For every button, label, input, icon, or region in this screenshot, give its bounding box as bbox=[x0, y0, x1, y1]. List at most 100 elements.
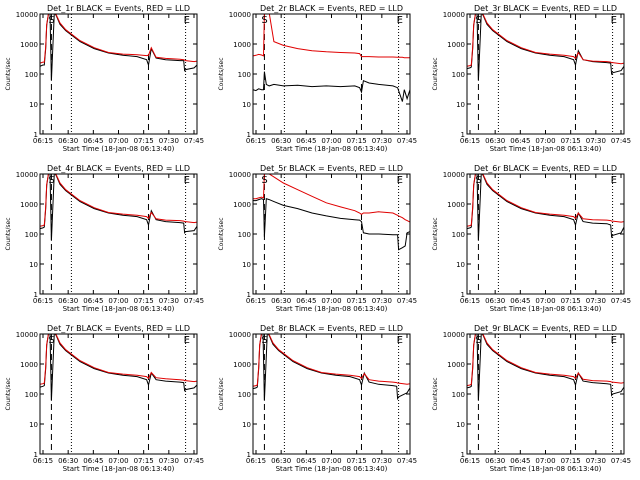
panel-7: Det_7r BLACK = Events, RED = LLD S E 06:15 0… bbox=[5, 324, 204, 473]
y-axis-label: Counts/sec bbox=[5, 217, 12, 250]
panel-title: Det_1r BLACK = Events, RED = LLD bbox=[47, 4, 190, 13]
x-tick-label: 07:45 bbox=[184, 137, 204, 145]
x-axis-label: Start Time (18-Jan-08 06:13:40) bbox=[63, 465, 175, 473]
start-marker-label: S bbox=[261, 175, 267, 186]
series-lld bbox=[40, 334, 197, 385]
y-tick-label: 1 bbox=[34, 291, 38, 299]
end-marker-label: E bbox=[184, 15, 190, 26]
y-axis-label: Counts/sec bbox=[218, 57, 225, 90]
y-tick-label: 1000 bbox=[233, 361, 251, 369]
x-tick-label: 07:15 bbox=[134, 297, 154, 305]
x-tick-label: 06:45 bbox=[296, 297, 316, 305]
panel-8: Det_8r BLACK = Events, RED = LLD S E 06:15 0… bbox=[218, 324, 417, 473]
x-tick-label: 06:45 bbox=[296, 457, 316, 465]
y-tick-label: 100 bbox=[452, 71, 465, 79]
x-tick-label: 07:00 bbox=[535, 297, 555, 305]
y-tick-label: 10000 bbox=[229, 171, 251, 179]
y-tick-label: 10000 bbox=[443, 11, 465, 19]
y-tick-label: 1000 bbox=[20, 201, 38, 209]
series-lld bbox=[467, 334, 624, 387]
x-tick-label: 07:15 bbox=[561, 137, 581, 145]
x-tick-label: 06:15 bbox=[33, 297, 53, 305]
y-tick-label: 10 bbox=[29, 421, 38, 429]
x-tick-label: 07:30 bbox=[159, 457, 179, 465]
y-tick-label: 10 bbox=[242, 261, 251, 269]
y-tick-label: 100 bbox=[25, 231, 38, 239]
start-marker-label: S bbox=[261, 15, 267, 26]
x-tick-label: 07:45 bbox=[611, 137, 631, 145]
x-tick-label: 06:30 bbox=[485, 137, 505, 145]
x-tick-label: 07:45 bbox=[184, 297, 204, 305]
y-tick-label: 1 bbox=[247, 131, 251, 139]
panel-title: Det_7r BLACK = Events, RED = LLD bbox=[47, 324, 190, 333]
end-marker-label: E bbox=[397, 175, 403, 186]
series-lld bbox=[467, 14, 624, 67]
x-tick-label: 06:45 bbox=[510, 457, 530, 465]
plot-frame bbox=[252, 13, 411, 135]
x-tick-label: 07:00 bbox=[321, 457, 341, 465]
y-tick-label: 100 bbox=[238, 391, 251, 399]
series-events bbox=[253, 334, 410, 401]
series-lld bbox=[467, 174, 624, 227]
x-tick-label: 07:00 bbox=[535, 457, 555, 465]
y-tick-label: 10000 bbox=[229, 331, 251, 339]
y-axis-label: Counts/sec bbox=[432, 377, 439, 410]
x-tick-label: 06:30 bbox=[485, 297, 505, 305]
x-tick-label: 06:15 bbox=[33, 137, 53, 145]
y-axis-label: Counts/sec bbox=[5, 57, 12, 90]
end-marker-label: E bbox=[397, 335, 403, 346]
x-tick-label: 06:45 bbox=[510, 137, 530, 145]
y-tick-label: 100 bbox=[452, 391, 465, 399]
y-tick-label: 100 bbox=[238, 71, 251, 79]
x-tick-label: 06:15 bbox=[246, 297, 266, 305]
y-tick-label: 10000 bbox=[229, 11, 251, 19]
x-tick-label: 06:15 bbox=[460, 457, 480, 465]
panel-1: Det_1r BLACK = Events, RED = LLD S E 06:15 0… bbox=[5, 4, 204, 153]
y-tick-label: 1000 bbox=[20, 41, 38, 49]
x-tick-label: 07:15 bbox=[347, 457, 367, 465]
y-tick-label: 10 bbox=[242, 421, 251, 429]
y-tick-label: 10000 bbox=[16, 11, 38, 19]
x-tick-label: 07:30 bbox=[586, 137, 606, 145]
y-tick-label: 1000 bbox=[20, 361, 38, 369]
y-tick-label: 1000 bbox=[447, 361, 465, 369]
x-tick-label: 06:30 bbox=[58, 297, 78, 305]
x-tick-label: 06:15 bbox=[460, 297, 480, 305]
y-tick-label: 10000 bbox=[16, 331, 38, 339]
y-tick-label: 1000 bbox=[233, 201, 251, 209]
series-lld bbox=[40, 14, 197, 64]
y-tick-label: 1 bbox=[247, 291, 251, 299]
y-tick-label: 10 bbox=[456, 261, 465, 269]
plot-frame bbox=[466, 173, 625, 295]
x-tick-label: 07:00 bbox=[321, 137, 341, 145]
panel-title: Det_5r BLACK = Events, RED = LLD bbox=[260, 164, 403, 173]
x-tick-label: 07:30 bbox=[372, 137, 392, 145]
x-tick-label: 06:30 bbox=[485, 457, 505, 465]
x-tick-label: 06:30 bbox=[271, 137, 291, 145]
x-tick-label: 07:00 bbox=[321, 297, 341, 305]
x-axis-label: Start Time (18-Jan-08 06:13:40) bbox=[63, 305, 175, 313]
start-marker-label: S bbox=[475, 175, 481, 186]
y-axis-label: Counts/sec bbox=[432, 217, 439, 250]
series-lld bbox=[253, 174, 410, 223]
start-marker-label: S bbox=[475, 335, 481, 346]
y-tick-label: 10000 bbox=[16, 171, 38, 179]
series-events bbox=[40, 174, 197, 241]
x-tick-label: 07:45 bbox=[397, 137, 417, 145]
start-marker-label: S bbox=[48, 335, 54, 346]
plot-frame bbox=[39, 333, 198, 455]
panel-title: Det_8r BLACK = Events, RED = LLD bbox=[260, 324, 403, 333]
series-events bbox=[253, 198, 410, 251]
x-tick-label: 06:45 bbox=[83, 457, 103, 465]
series-events bbox=[40, 14, 197, 81]
panel-6: Det_6r BLACK = Events, RED = LLD S E 06:15 0… bbox=[432, 164, 631, 313]
y-tick-label: 1000 bbox=[233, 41, 251, 49]
x-tick-label: 06:45 bbox=[83, 137, 103, 145]
panel-title: Det_6r BLACK = Events, RED = LLD bbox=[474, 164, 617, 173]
plot-frame bbox=[39, 13, 198, 135]
x-tick-label: 06:15 bbox=[246, 137, 266, 145]
end-marker-label: E bbox=[611, 335, 617, 346]
series-events bbox=[467, 14, 624, 81]
plot-frame bbox=[252, 333, 411, 455]
plot-frame bbox=[466, 333, 625, 455]
